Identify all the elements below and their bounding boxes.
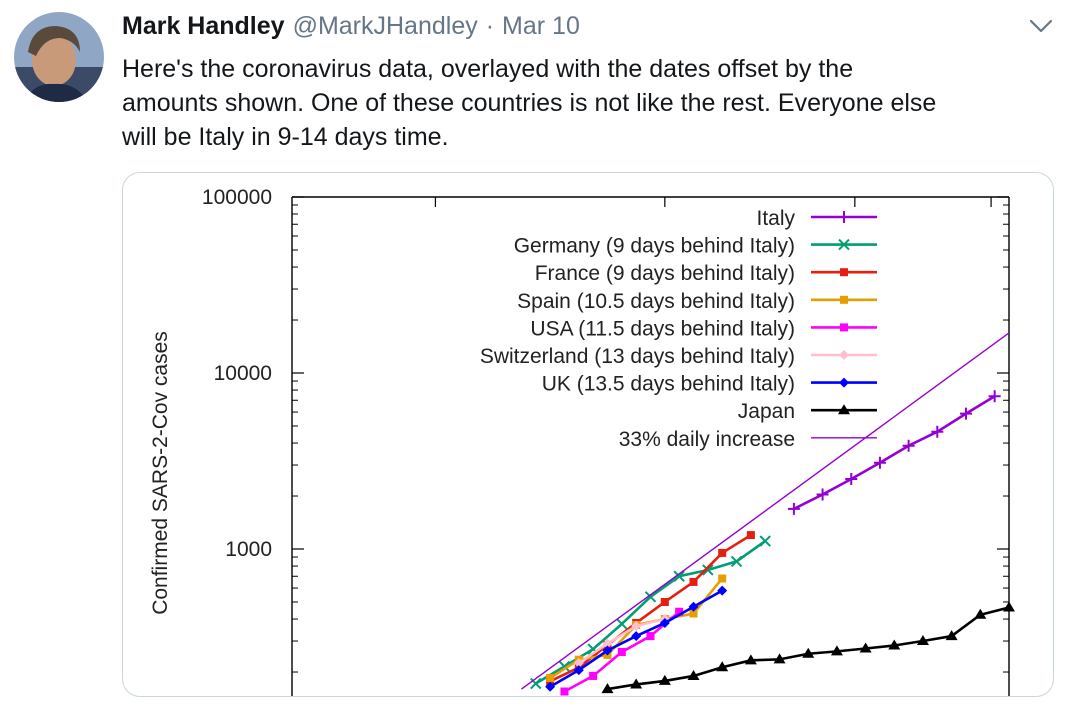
- series-0-point: [959, 407, 972, 420]
- chart-svg: 100000 10000 1000 Confirmed SARS-2-Cov case…: [149, 186, 1015, 696]
- legend-marker: [840, 323, 848, 332]
- series-6-point: [602, 645, 613, 656]
- series-4-point: [675, 607, 684, 616]
- series-0-point: [931, 425, 944, 438]
- series-2-point: [718, 548, 727, 557]
- series-6-point: [631, 631, 642, 642]
- series-7-point: [802, 647, 815, 658]
- author-name[interactable]: Mark Handley: [122, 12, 285, 40]
- series-6-point: [717, 585, 728, 596]
- series-3-point: [718, 574, 727, 583]
- tweet-text: Here's the coronavirus data, overlayed w…: [122, 55, 937, 151]
- series-7-point: [974, 608, 987, 619]
- series-3-point: [546, 673, 555, 682]
- legend-label: Germany (9 days behind Italy): [514, 235, 795, 258]
- series-1-point: [759, 535, 771, 547]
- avatar-photo: [14, 12, 104, 102]
- legend-label: Spain (10.5 days behind Italy): [517, 290, 795, 313]
- series-0-point: [787, 502, 800, 515]
- more-options-chevron-down-icon[interactable]: [1026, 14, 1056, 38]
- series-0-point: [988, 390, 1001, 403]
- series-5-point: [573, 658, 584, 669]
- legend-marker: [840, 295, 848, 304]
- legend-label: France (9 days behind Italy): [535, 262, 795, 285]
- series-7-point: [945, 630, 958, 641]
- series-0-point: [816, 488, 829, 501]
- tweet-date[interactable]: Mar 10: [502, 12, 580, 40]
- series-5-line: [578, 617, 666, 665]
- series-7-point: [773, 653, 786, 664]
- series-2-point: [746, 531, 755, 540]
- series-6-point: [659, 617, 670, 628]
- series-0-point: [902, 439, 915, 452]
- series-1-point: [702, 564, 714, 576]
- series-2-point: [660, 597, 669, 606]
- series-0-point: [845, 472, 858, 485]
- legend-label: USA (11.5 days behind Italy): [530, 317, 795, 340]
- header-separator: ·: [485, 12, 495, 40]
- y-axis-label: Confirmed SARS-2-Cov cases: [149, 331, 172, 615]
- legend-label: Switzerland (13 days behind Italy): [480, 345, 795, 368]
- legend-marker: [839, 350, 849, 360]
- series-4-point: [617, 647, 626, 656]
- series-4-point: [560, 687, 569, 696]
- tweet-header: Mark Handley @MarkJHandley · Mar 10: [122, 12, 580, 46]
- legend-marker: [838, 211, 850, 223]
- series-2-line: [549, 533, 752, 683]
- series-7-point: [1003, 601, 1015, 612]
- series-4-point: [589, 671, 598, 680]
- series-1-point: [673, 570, 685, 582]
- author-avatar[interactable]: [14, 12, 104, 102]
- legend-marker: [839, 377, 849, 388]
- series-7-point: [888, 639, 901, 650]
- y-tick-label: 1000: [225, 538, 272, 561]
- series-6-point: [545, 681, 556, 692]
- legend-label: UK (13.5 days behind Italy): [542, 373, 795, 396]
- series-1-point: [644, 591, 657, 603]
- series-4-point: [646, 632, 655, 641]
- y-tick-label: 10000: [214, 362, 272, 385]
- series-8-line: [521, 332, 1009, 690]
- series-7-point: [859, 642, 872, 653]
- series-5-point: [602, 638, 613, 649]
- series-7-point: [744, 654, 757, 665]
- series-7-point: [716, 661, 729, 672]
- legend-marker: [838, 238, 850, 251]
- series-7-point: [658, 674, 671, 685]
- author-handle[interactable]: @MarkJHandley: [292, 12, 478, 40]
- series-5-point: [631, 621, 642, 632]
- series-7-point: [916, 635, 929, 646]
- series-3-point: [689, 609, 698, 618]
- series-6-point: [573, 665, 584, 676]
- series-1-point: [730, 555, 743, 568]
- series-1-point: [616, 618, 628, 630]
- legend-marker: [840, 268, 848, 277]
- series-7-point: [601, 683, 614, 694]
- series-7-point: [830, 645, 843, 656]
- series-7-point: [630, 678, 643, 689]
- series-1-point: [530, 677, 542, 690]
- series-6-point: [688, 601, 699, 612]
- legend-label: Japan: [738, 400, 795, 423]
- legend-label: 33% daily increase: [619, 428, 795, 451]
- series-0-line: [793, 395, 996, 511]
- tweet-media-chart[interactable]: 100000 10000 1000 Confirmed SARS-2-Cov case…: [122, 172, 1054, 697]
- series-2-point: [689, 577, 698, 586]
- y-tick-label: 100000: [202, 186, 272, 209]
- legend-label: Italy: [756, 207, 795, 230]
- series-7-point: [687, 669, 700, 680]
- legend-marker: [838, 404, 850, 415]
- series-0-point: [873, 456, 886, 469]
